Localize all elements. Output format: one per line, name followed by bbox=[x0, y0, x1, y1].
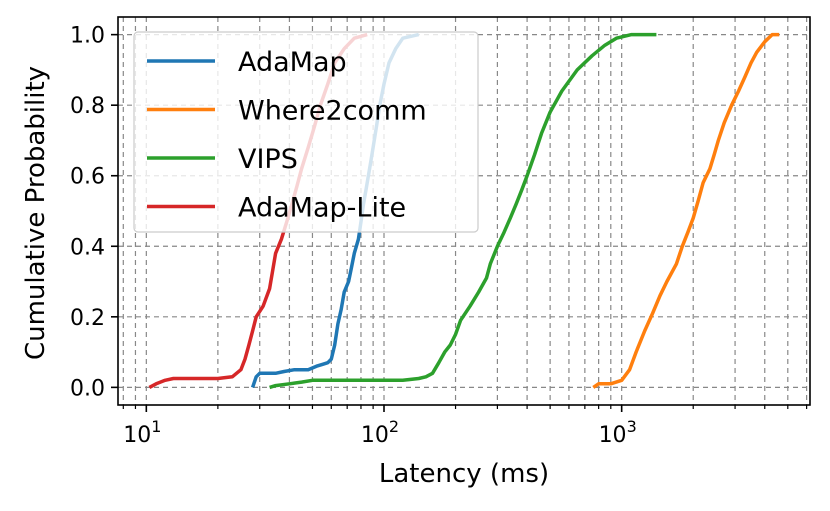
legend-box bbox=[133, 31, 479, 233]
y-tick-label: 0.6 bbox=[70, 165, 105, 190]
y-tick-label: 0.8 bbox=[70, 94, 105, 119]
x-tick-label: 103 bbox=[599, 417, 637, 448]
y-tick-label: 0.0 bbox=[70, 376, 105, 401]
y-tick-label: 1.0 bbox=[70, 24, 105, 49]
axis-ticks: 0.0 0.2 0.4 0.6 0.8 1.0 101 102 103 bbox=[70, 24, 808, 448]
x-tick-label: 101 bbox=[123, 417, 161, 448]
series-line-vips bbox=[269, 32, 657, 390]
y-axis-title: Cumulative Probability bbox=[21, 66, 51, 360]
series-line-where2comm bbox=[592, 32, 780, 389]
legend-label: AdaMap-Lite bbox=[238, 193, 406, 224]
legend-label: Where2comm bbox=[238, 96, 427, 127]
legend-label: VIPS bbox=[238, 144, 298, 175]
x-axis-title: Latency (ms) bbox=[379, 459, 549, 489]
legend-label: AdaMap bbox=[238, 47, 347, 78]
plot-frame bbox=[117, 16, 811, 406]
y-tick-label: 0.2 bbox=[70, 306, 105, 331]
y-tick-label: 0.4 bbox=[70, 235, 105, 260]
legend: AdaMap Where2comm VIPS AdaMap-Lite bbox=[133, 31, 479, 233]
x-tick-label: 102 bbox=[361, 417, 399, 448]
